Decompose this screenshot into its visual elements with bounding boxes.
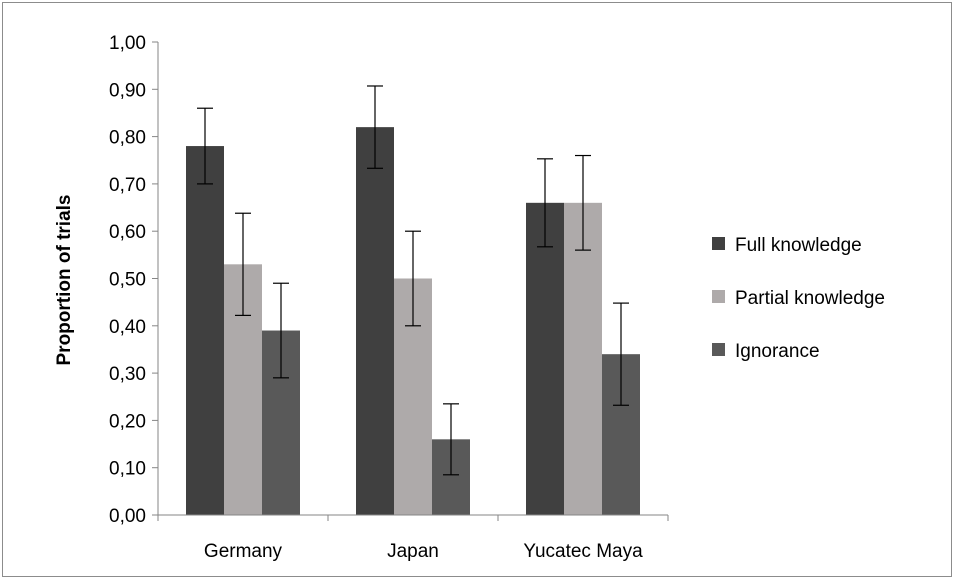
x-tick-label: Yucatec Maya: [523, 541, 643, 562]
legend-label: Ignorance: [735, 341, 820, 362]
y-tick-label: 0,20: [109, 411, 146, 432]
bar: [356, 127, 394, 515]
y-tick-label: 0,80: [109, 128, 146, 149]
legend-label: Full knowledge: [735, 235, 862, 256]
y-axis-title: Proportion of trials: [54, 195, 75, 366]
bar: [564, 202, 602, 515]
y-tick-label: 0,00: [109, 506, 146, 527]
y-tick-label: 0,90: [109, 80, 146, 101]
y-tick-label: 0,60: [109, 222, 146, 243]
y-tick-label: 0,50: [109, 270, 146, 291]
legend-label: Partial knowledge: [735, 288, 885, 309]
bars: [186, 85, 640, 515]
y-tick-label: 1,00: [109, 33, 146, 54]
legend: Full knowledge Partial knowledge Ignorance: [712, 235, 885, 362]
y-tick-label: 0,40: [109, 317, 146, 338]
legend-swatch: [712, 237, 725, 250]
y-tick-label: 0,30: [109, 364, 146, 385]
x-axis: Germany Japan Yucatec Maya: [157, 514, 669, 562]
x-tick-label: Germany: [204, 541, 283, 562]
y-tick-label: 0,10: [109, 459, 146, 480]
legend-swatch: [712, 290, 725, 303]
x-tick-label: Japan: [387, 541, 439, 562]
bar: [526, 202, 564, 515]
y-tick-label: 0,70: [109, 175, 146, 196]
y-axis: 0,00 0,10 0,20 0,30 0,40 0,50 0,60 0,70 0,80 0,90…: [109, 33, 159, 527]
bar: [186, 146, 224, 515]
legend-swatch: [712, 343, 725, 356]
